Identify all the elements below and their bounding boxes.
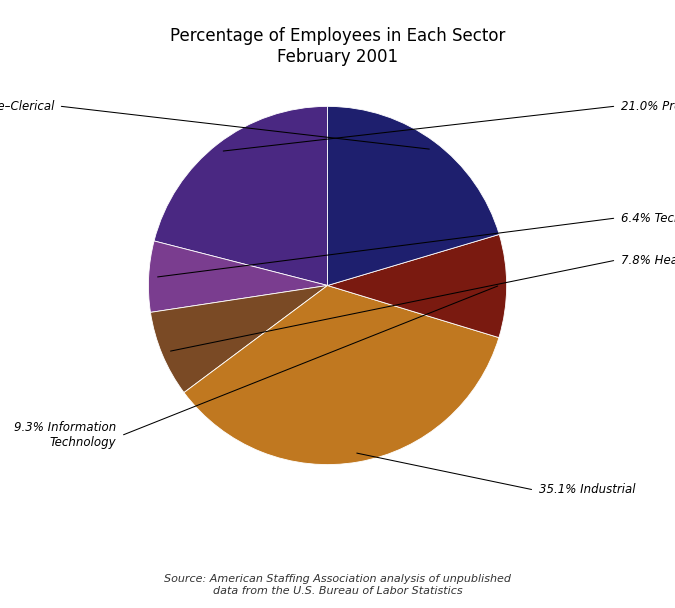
Wedge shape: [327, 235, 507, 337]
Wedge shape: [151, 286, 327, 393]
Wedge shape: [154, 106, 327, 286]
Wedge shape: [148, 241, 327, 313]
Wedge shape: [327, 106, 500, 286]
Text: 7.8% Health Care: 7.8% Health Care: [621, 254, 675, 267]
Text: 6.4% Technical: 6.4% Technical: [621, 212, 675, 225]
Text: 35.1% Industrial: 35.1% Industrial: [539, 483, 635, 496]
Wedge shape: [184, 286, 499, 465]
Text: 20.4% Office–Clerical: 20.4% Office–Clerical: [0, 100, 54, 113]
Text: Percentage of Employees in Each Sector
February 2001: Percentage of Employees in Each Sector F…: [170, 27, 505, 66]
Text: 9.3% Information
Technology: 9.3% Information Technology: [14, 421, 116, 449]
Text: Source: American Staffing Association analysis of unpublished
data from the U.S.: Source: American Staffing Association an…: [164, 574, 511, 596]
Text: 21.0% Professional–Managerial: 21.0% Professional–Managerial: [621, 100, 675, 113]
